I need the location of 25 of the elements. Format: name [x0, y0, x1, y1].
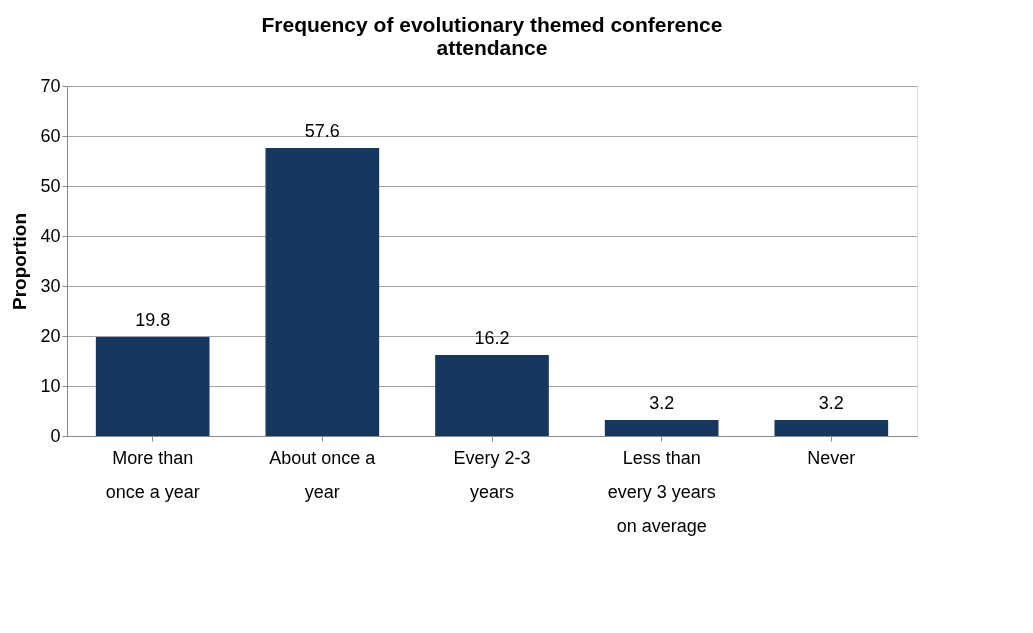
y-tick-label: 60	[40, 125, 61, 146]
bar	[435, 355, 549, 436]
bar	[265, 148, 380, 436]
x-tick-label: Never	[807, 447, 856, 468]
y-tick-label: 70	[40, 75, 61, 96]
y-tick-label: 0	[50, 425, 61, 446]
y-tick-label: 30	[40, 275, 61, 296]
data-label: 57.6	[304, 121, 340, 141]
data-label: 16.2	[474, 328, 510, 348]
x-tick-label: More than once a year	[105, 447, 200, 502]
y-tick-label: 40	[40, 225, 61, 246]
bar	[95, 337, 210, 436]
x-tick-label: Every 2-3 years	[453, 447, 531, 502]
y-tick-label: 10	[40, 375, 61, 396]
data-label: 3.2	[649, 393, 675, 413]
y-tick-label: 50	[40, 175, 61, 196]
y-tick-label: 20	[40, 325, 61, 346]
bar	[774, 420, 889, 436]
chart-title: Frequency of evolutionary themed conference attendance	[261, 13, 723, 59]
data-label: 3.2	[818, 393, 844, 413]
data-label: 19.8	[135, 310, 171, 330]
bar	[604, 420, 719, 436]
x-tick-label: Less than every 3 years on average	[607, 447, 716, 536]
y-axis-title: Proportion	[9, 212, 31, 311]
x-tick-label: About once a year	[269, 447, 377, 502]
